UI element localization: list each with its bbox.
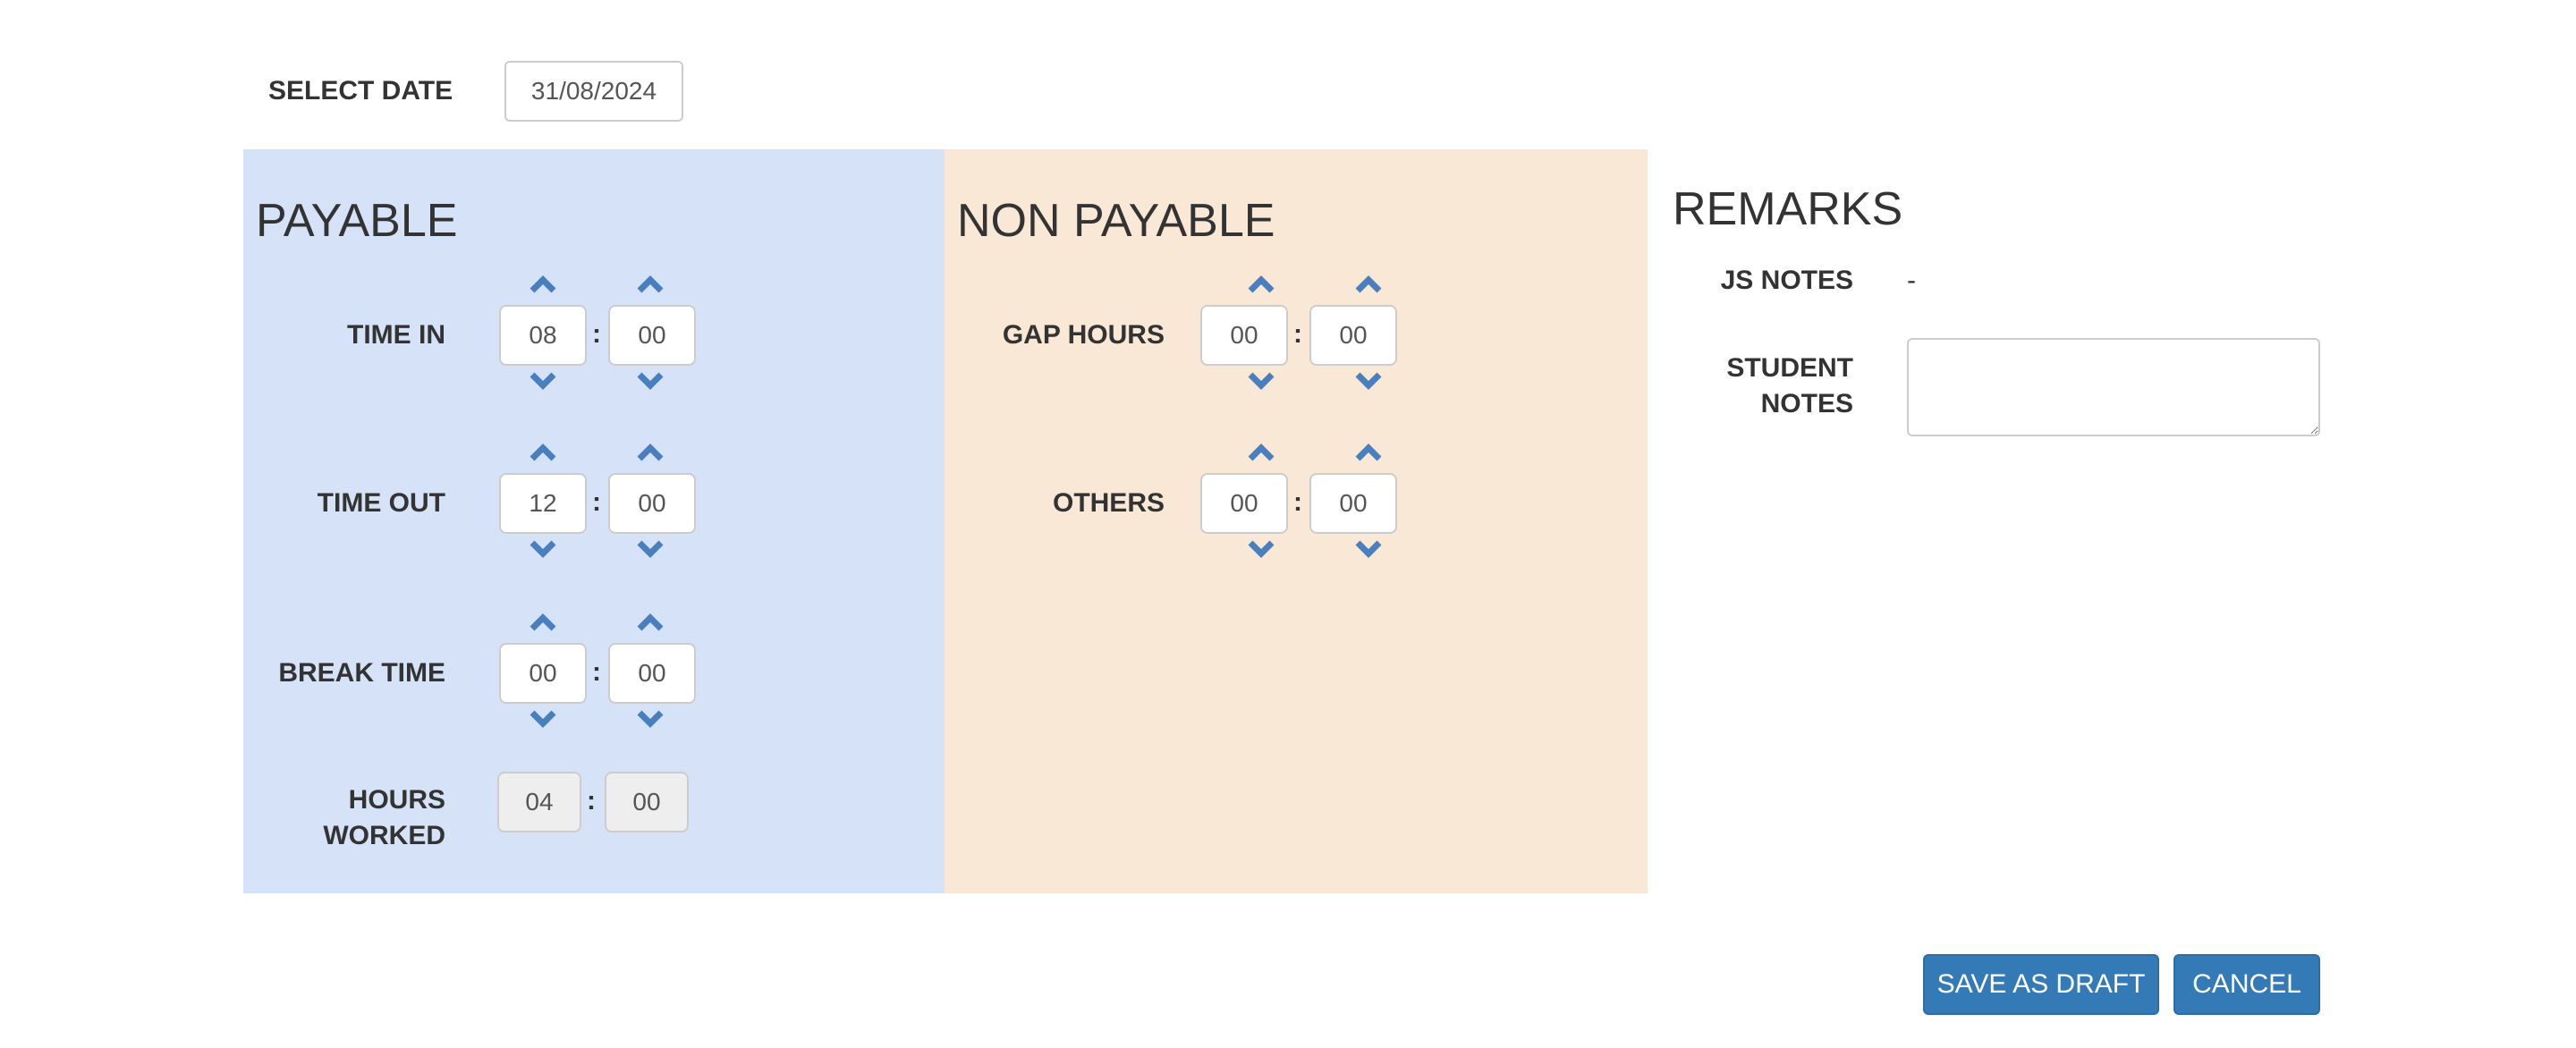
- time-in-hours-down-icon[interactable]: [525, 371, 561, 394]
- break-time-label: BREAK TIME: [278, 658, 445, 688]
- date-input[interactable]: [504, 61, 683, 122]
- js-notes-label: JS NOTES: [1720, 266, 1853, 295]
- remarks-heading: REMARKS: [1673, 183, 1903, 235]
- student-notes-textarea[interactable]: [1907, 338, 2320, 436]
- payable-heading: PAYABLE: [256, 195, 458, 247]
- time-separator: :: [592, 487, 601, 517]
- break-time-minutes-input[interactable]: 00: [608, 643, 696, 704]
- hours-worked-minutes-display: 00: [605, 772, 689, 832]
- break-time-minutes-down-icon[interactable]: [632, 709, 668, 732]
- student-notes-label-line1: STUDENT: [1726, 353, 1853, 383]
- hours-worked-label-line2: WORKED: [323, 821, 445, 850]
- js-notes-value: -: [1907, 266, 1916, 295]
- select-date-label: SELECT DATE: [268, 76, 453, 106]
- others-minutes-up-icon[interactable]: [1351, 439, 1386, 462]
- time-out-minutes-down-icon[interactable]: [632, 539, 668, 562]
- break-time-hours-down-icon[interactable]: [525, 709, 561, 732]
- gap-hours-hours-down-icon[interactable]: [1243, 371, 1279, 394]
- cancel-button[interactable]: CANCEL: [2174, 954, 2320, 1015]
- break-time-hours-input[interactable]: 00: [499, 643, 587, 704]
- gap-hours-label: GAP HOURS: [1002, 320, 1165, 350]
- hours-worked-label-line1: HOURS: [348, 785, 445, 815]
- time-out-hours-input[interactable]: 12: [499, 473, 587, 534]
- time-separator: :: [592, 657, 601, 687]
- student-notes-label-line2: NOTES: [1760, 389, 1853, 418]
- others-minutes-down-icon[interactable]: [1351, 539, 1386, 562]
- hours-worked-hours-display: 04: [497, 772, 581, 832]
- time-separator: :: [587, 786, 596, 816]
- non-payable-panel: NON PAYABLE GAP HOURS 00 : 00 OTHERS 00 …: [945, 149, 1648, 893]
- time-out-minutes-input[interactable]: 00: [608, 473, 696, 534]
- time-out-hours-down-icon[interactable]: [525, 539, 561, 562]
- time-separator: :: [1293, 487, 1302, 517]
- time-separator: :: [592, 319, 601, 349]
- save-as-draft-button[interactable]: SAVE AS DRAFT: [1923, 954, 2159, 1015]
- gap-hours-hours-up-icon[interactable]: [1243, 271, 1279, 294]
- time-out-label: TIME OUT: [317, 488, 445, 518]
- others-minutes-input[interactable]: 00: [1309, 473, 1397, 534]
- gap-hours-minutes-down-icon[interactable]: [1351, 371, 1386, 394]
- gap-hours-minutes-up-icon[interactable]: [1351, 271, 1386, 294]
- time-out-hours-up-icon[interactable]: [525, 439, 561, 462]
- time-in-hours-up-icon[interactable]: [525, 271, 561, 294]
- time-in-minutes-input[interactable]: 00: [608, 305, 696, 366]
- others-hours-down-icon[interactable]: [1243, 539, 1279, 562]
- break-time-hours-up-icon[interactable]: [525, 609, 561, 632]
- time-out-minutes-up-icon[interactable]: [632, 439, 668, 462]
- time-in-minutes-up-icon[interactable]: [632, 271, 668, 294]
- time-in-label: TIME IN: [347, 320, 445, 350]
- break-time-minutes-up-icon[interactable]: [632, 609, 668, 632]
- hours-worked-label: HOURS WORKED: [279, 782, 445, 854]
- payable-panel: PAYABLE TIME IN 08 : 00 TIME OUT 12 : 00…: [243, 149, 945, 893]
- time-in-hours-input[interactable]: 08: [499, 305, 587, 366]
- time-separator: :: [1293, 319, 1302, 349]
- gap-hours-minutes-input[interactable]: 00: [1309, 305, 1397, 366]
- non-payable-heading: NON PAYABLE: [957, 195, 1275, 247]
- others-label: OTHERS: [1052, 488, 1165, 518]
- others-hours-input[interactable]: 00: [1200, 473, 1288, 534]
- gap-hours-hours-input[interactable]: 00: [1200, 305, 1288, 366]
- others-hours-up-icon[interactable]: [1243, 439, 1279, 462]
- time-in-minutes-down-icon[interactable]: [632, 371, 668, 394]
- student-notes-label: STUDENT NOTES: [1682, 351, 1853, 422]
